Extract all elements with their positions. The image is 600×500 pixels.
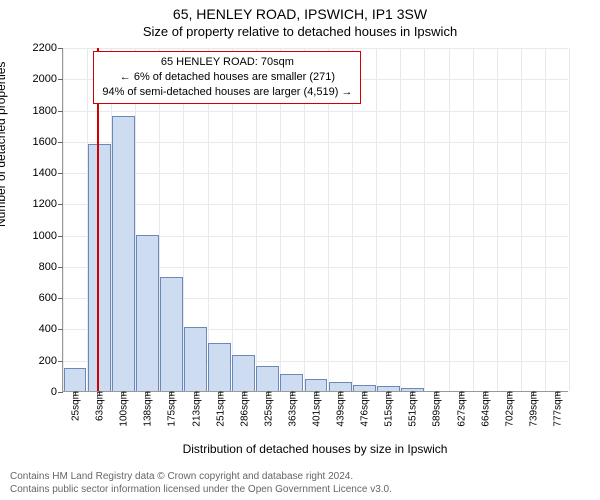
y-axis-label: Number of detached properties bbox=[0, 62, 8, 227]
x-tick-label: 286sqm bbox=[237, 391, 250, 427]
gridline-v bbox=[63, 48, 64, 391]
footer-line: Contains public sector information licen… bbox=[10, 483, 392, 496]
y-tick-label: 1600 bbox=[33, 136, 63, 148]
gridline-v bbox=[569, 48, 570, 391]
x-tick-label: 664sqm bbox=[478, 391, 491, 427]
x-tick-label: 363sqm bbox=[285, 391, 298, 427]
y-tick-label: 1200 bbox=[33, 198, 63, 210]
gridline-h bbox=[63, 48, 568, 49]
gridline-v bbox=[376, 48, 377, 391]
y-tick-label: 2000 bbox=[33, 73, 63, 85]
x-tick-label: 627sqm bbox=[454, 391, 467, 427]
x-tick-label: 401sqm bbox=[310, 391, 323, 427]
x-tick-label: 777sqm bbox=[550, 391, 563, 427]
y-tick-label: 1800 bbox=[33, 105, 63, 117]
y-tick-label: 2200 bbox=[33, 42, 63, 54]
gridline-v bbox=[521, 48, 522, 391]
x-tick-label: 325sqm bbox=[261, 391, 274, 427]
page-title: 65, HENLEY ROAD, IPSWICH, IP1 3SW bbox=[0, 0, 600, 22]
gridline-v bbox=[424, 48, 425, 391]
gridline-v bbox=[497, 48, 498, 391]
histogram-bar bbox=[160, 277, 183, 391]
x-tick-label: 702sqm bbox=[502, 391, 515, 427]
gridline-v bbox=[545, 48, 546, 391]
x-tick-label: 551sqm bbox=[406, 391, 419, 427]
x-tick-label: 251sqm bbox=[213, 391, 226, 427]
histogram-bar bbox=[112, 116, 135, 391]
gridline-v bbox=[449, 48, 450, 391]
gridline-h bbox=[63, 173, 568, 174]
histogram-bar bbox=[184, 327, 207, 391]
x-tick-label: 515sqm bbox=[382, 391, 395, 427]
histogram-bar bbox=[136, 235, 159, 391]
histogram-bar bbox=[88, 144, 111, 391]
y-tick-label: 1000 bbox=[33, 230, 63, 242]
footer-attribution: Contains HM Land Registry data © Crown c… bbox=[10, 470, 392, 496]
x-tick-label: 739sqm bbox=[526, 391, 539, 427]
gridline-h bbox=[63, 142, 568, 143]
histogram-bar bbox=[256, 366, 279, 391]
x-tick-label: 63sqm bbox=[93, 391, 106, 421]
x-tick-label: 138sqm bbox=[141, 391, 154, 427]
gridline-h bbox=[63, 204, 568, 205]
y-tick-label: 0 bbox=[51, 386, 63, 398]
gridline-v bbox=[473, 48, 474, 391]
info-box-line: 65 HENLEY ROAD: 70sqm bbox=[102, 55, 352, 70]
property-info-box: 65 HENLEY ROAD: 70sqm← 6% of detached ho… bbox=[93, 51, 361, 104]
x-tick-label: 213sqm bbox=[189, 391, 202, 427]
footer-line: Contains HM Land Registry data © Crown c… bbox=[10, 470, 392, 483]
y-tick-label: 1400 bbox=[33, 167, 63, 179]
plot-area: 0200400600800100012001400160018002000220… bbox=[62, 48, 568, 392]
histogram-bar bbox=[329, 382, 352, 391]
y-tick-label: 400 bbox=[39, 323, 63, 335]
info-box-line: 94% of semi-detached houses are larger (… bbox=[102, 85, 352, 100]
x-axis-label: Distribution of detached houses by size … bbox=[183, 442, 448, 456]
chart-container: 65, HENLEY ROAD, IPSWICH, IP1 3SW Size o… bbox=[0, 0, 600, 500]
x-tick-label: 25sqm bbox=[69, 391, 82, 421]
page-subtitle: Size of property relative to detached ho… bbox=[0, 22, 600, 39]
y-tick-label: 600 bbox=[39, 292, 63, 304]
gridline-h bbox=[63, 111, 568, 112]
x-tick-label: 100sqm bbox=[117, 391, 130, 427]
x-tick-label: 589sqm bbox=[430, 391, 443, 427]
histogram-bar bbox=[305, 379, 328, 392]
histogram-bar bbox=[280, 374, 303, 391]
gridline-v bbox=[400, 48, 401, 391]
info-box-line: ← 6% of detached houses are smaller (271… bbox=[102, 70, 352, 85]
histogram-bar bbox=[64, 368, 87, 391]
y-tick-label: 800 bbox=[39, 261, 63, 273]
x-tick-label: 476sqm bbox=[358, 391, 371, 427]
x-tick-label: 175sqm bbox=[165, 391, 178, 427]
histogram-bar bbox=[232, 355, 255, 391]
x-tick-label: 439sqm bbox=[334, 391, 347, 427]
y-tick-label: 200 bbox=[39, 355, 63, 367]
histogram-bar bbox=[208, 343, 231, 391]
